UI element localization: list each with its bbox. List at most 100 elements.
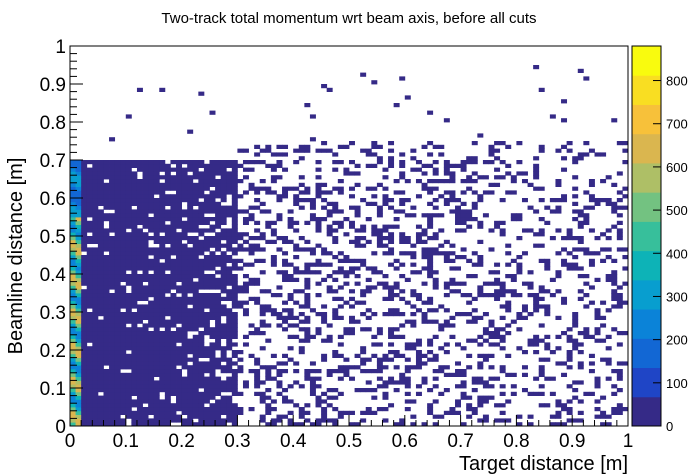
heatmap-cell	[259, 414, 266, 419]
heatmap-cell	[337, 353, 344, 358]
heatmap-cell	[332, 255, 339, 260]
heatmap-cell	[242, 308, 249, 313]
heatmap-cell	[455, 255, 461, 260]
heatmap-cell	[142, 289, 149, 294]
heatmap-cell	[220, 182, 227, 187]
heatmap-cell	[388, 296, 395, 301]
heatmap-cell	[120, 274, 127, 279]
heatmap-cell	[298, 148, 305, 153]
heatmap-cell	[432, 308, 439, 313]
heatmap-cell	[92, 163, 99, 168]
heatmap-cell	[443, 255, 450, 260]
heatmap-cell	[231, 277, 238, 282]
heatmap-cell	[254, 152, 261, 157]
heatmap-cell	[209, 182, 216, 187]
heatmap-cell	[70, 350, 76, 355]
heatmap-cell	[382, 357, 389, 362]
heatmap-cell	[242, 285, 249, 290]
heatmap-cell	[611, 407, 618, 412]
heatmap-cell	[572, 186, 579, 191]
heatmap-cell	[443, 163, 450, 168]
heatmap-cell	[304, 285, 311, 290]
heatmap-cell	[365, 410, 372, 415]
heatmap-cell	[343, 171, 350, 176]
heatmap-cell	[103, 266, 110, 271]
heatmap-cell	[148, 350, 155, 355]
heatmap-cell	[198, 243, 205, 248]
heatmap-cell	[555, 205, 562, 210]
heatmap-cell	[153, 338, 160, 343]
heatmap-cell	[488, 334, 495, 339]
heatmap-cell	[75, 422, 82, 427]
heatmap-cell	[471, 319, 478, 324]
heatmap-cell	[471, 251, 478, 256]
heatmap-cell	[376, 270, 383, 275]
heatmap-cell	[555, 179, 562, 184]
heatmap-cell	[131, 190, 138, 195]
heatmap-cell	[159, 414, 166, 419]
heatmap-cell	[92, 281, 99, 286]
heatmap-cell	[622, 361, 629, 366]
heatmap-cell	[460, 255, 467, 260]
heatmap-cell	[566, 365, 573, 370]
color-scale-band	[632, 104, 661, 135]
heatmap-cell	[109, 353, 116, 358]
y-tick-label: 0.6	[40, 189, 66, 210]
heatmap-cell	[81, 293, 88, 298]
heatmap-cell	[103, 350, 110, 355]
heatmap-cell	[92, 338, 99, 343]
heatmap-cell	[192, 361, 199, 366]
heatmap-cell	[477, 194, 484, 199]
heatmap-cell	[566, 236, 573, 241]
heatmap-cell	[460, 380, 467, 385]
heatmap-cell	[70, 175, 76, 180]
heatmap-cell	[136, 346, 143, 351]
heatmap-cell	[153, 304, 160, 309]
heatmap-cell	[421, 182, 428, 187]
heatmap-cell	[159, 266, 166, 271]
heatmap-cell	[326, 323, 333, 328]
heatmap-cell	[97, 338, 104, 343]
heatmap-cell	[97, 186, 104, 191]
heatmap-cell	[148, 323, 155, 328]
heatmap-cell	[209, 357, 216, 362]
heatmap-cell	[265, 372, 272, 377]
heatmap-cell	[142, 262, 149, 267]
heatmap-cell	[382, 228, 389, 233]
heatmap-cell	[226, 380, 233, 385]
heatmap-cell	[181, 167, 188, 172]
heatmap-cell	[81, 179, 88, 184]
heatmap-cell	[510, 179, 517, 184]
heatmap-cell	[159, 331, 166, 336]
heatmap-cell	[192, 403, 199, 408]
heatmap-cell	[114, 224, 121, 229]
heatmap-cell	[616, 407, 623, 412]
color-scale-band	[632, 46, 661, 76]
heatmap-cell	[242, 312, 249, 317]
heatmap-cell	[187, 289, 194, 294]
heatmap-cell	[109, 255, 116, 260]
heatmap-cell	[70, 327, 76, 332]
heatmap-cell	[81, 395, 88, 400]
heatmap-cell	[86, 395, 93, 400]
heatmap-cell	[176, 232, 182, 237]
heatmap-cell	[304, 304, 311, 309]
heatmap-cell	[349, 331, 355, 336]
heatmap-cell	[159, 213, 166, 218]
heatmap-cell	[321, 148, 328, 153]
heatmap-cell	[92, 388, 99, 393]
heatmap-cell	[136, 236, 143, 241]
heatmap-cell	[494, 270, 501, 275]
heatmap-cell	[354, 182, 361, 187]
heatmap-cell	[460, 312, 467, 317]
heatmap-cell	[125, 277, 132, 282]
heatmap-cell	[170, 353, 177, 358]
heatmap-cell	[81, 190, 88, 195]
heatmap-cell	[505, 274, 512, 279]
heatmap-cell	[600, 338, 607, 343]
heatmap-cell	[265, 407, 272, 412]
heatmap-cell	[460, 213, 467, 218]
heatmap-cell	[231, 342, 238, 347]
heatmap-cell	[237, 258, 244, 263]
heatmap-cell	[181, 171, 188, 176]
